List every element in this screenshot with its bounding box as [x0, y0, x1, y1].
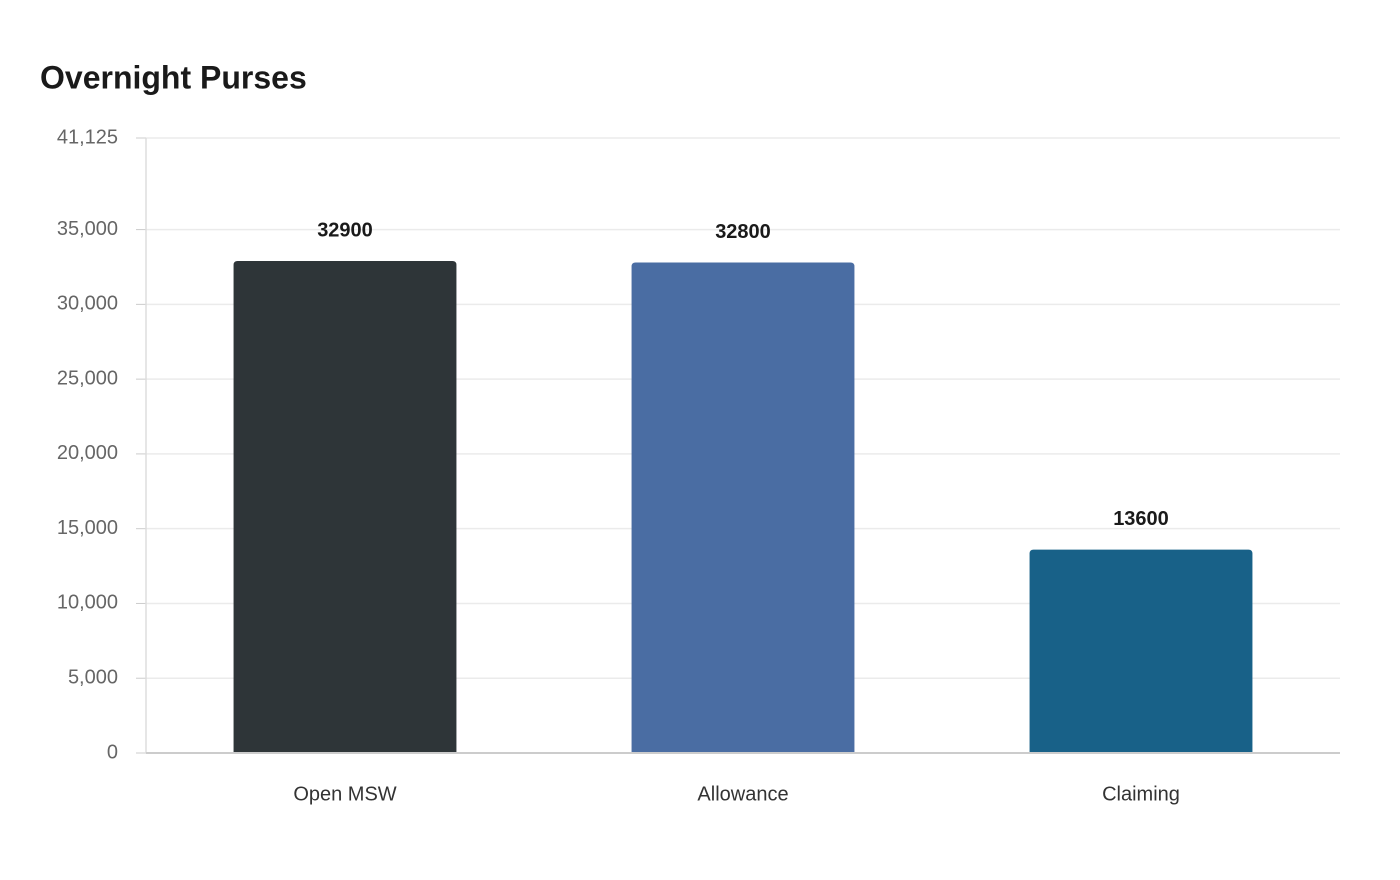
y-tick-label: 10,000 [57, 592, 118, 614]
x-tick-label: Allowance [697, 783, 788, 805]
y-tick-label: 5,000 [68, 667, 118, 689]
x-tick-label: Open MSW [293, 783, 396, 805]
y-tick-label: 15,000 [57, 517, 118, 539]
y-tick-label: 41,125 [57, 126, 118, 148]
x-tick-label: Claiming [1102, 783, 1180, 805]
value-label: 13600 [1113, 508, 1169, 530]
y-tick-label: 25,000 [57, 367, 118, 389]
y-tick-label: 35,000 [57, 218, 118, 240]
bar [631, 262, 855, 753]
chart-title: Overnight Purses [40, 59, 307, 95]
y-tick-label: 30,000 [57, 293, 118, 315]
value-label: 32900 [317, 219, 373, 241]
bar [233, 261, 457, 753]
value-label: 32800 [715, 221, 771, 243]
bar [1029, 549, 1253, 753]
y-tick-label: 0 [107, 741, 118, 763]
y-tick-label: 20,000 [57, 442, 118, 464]
